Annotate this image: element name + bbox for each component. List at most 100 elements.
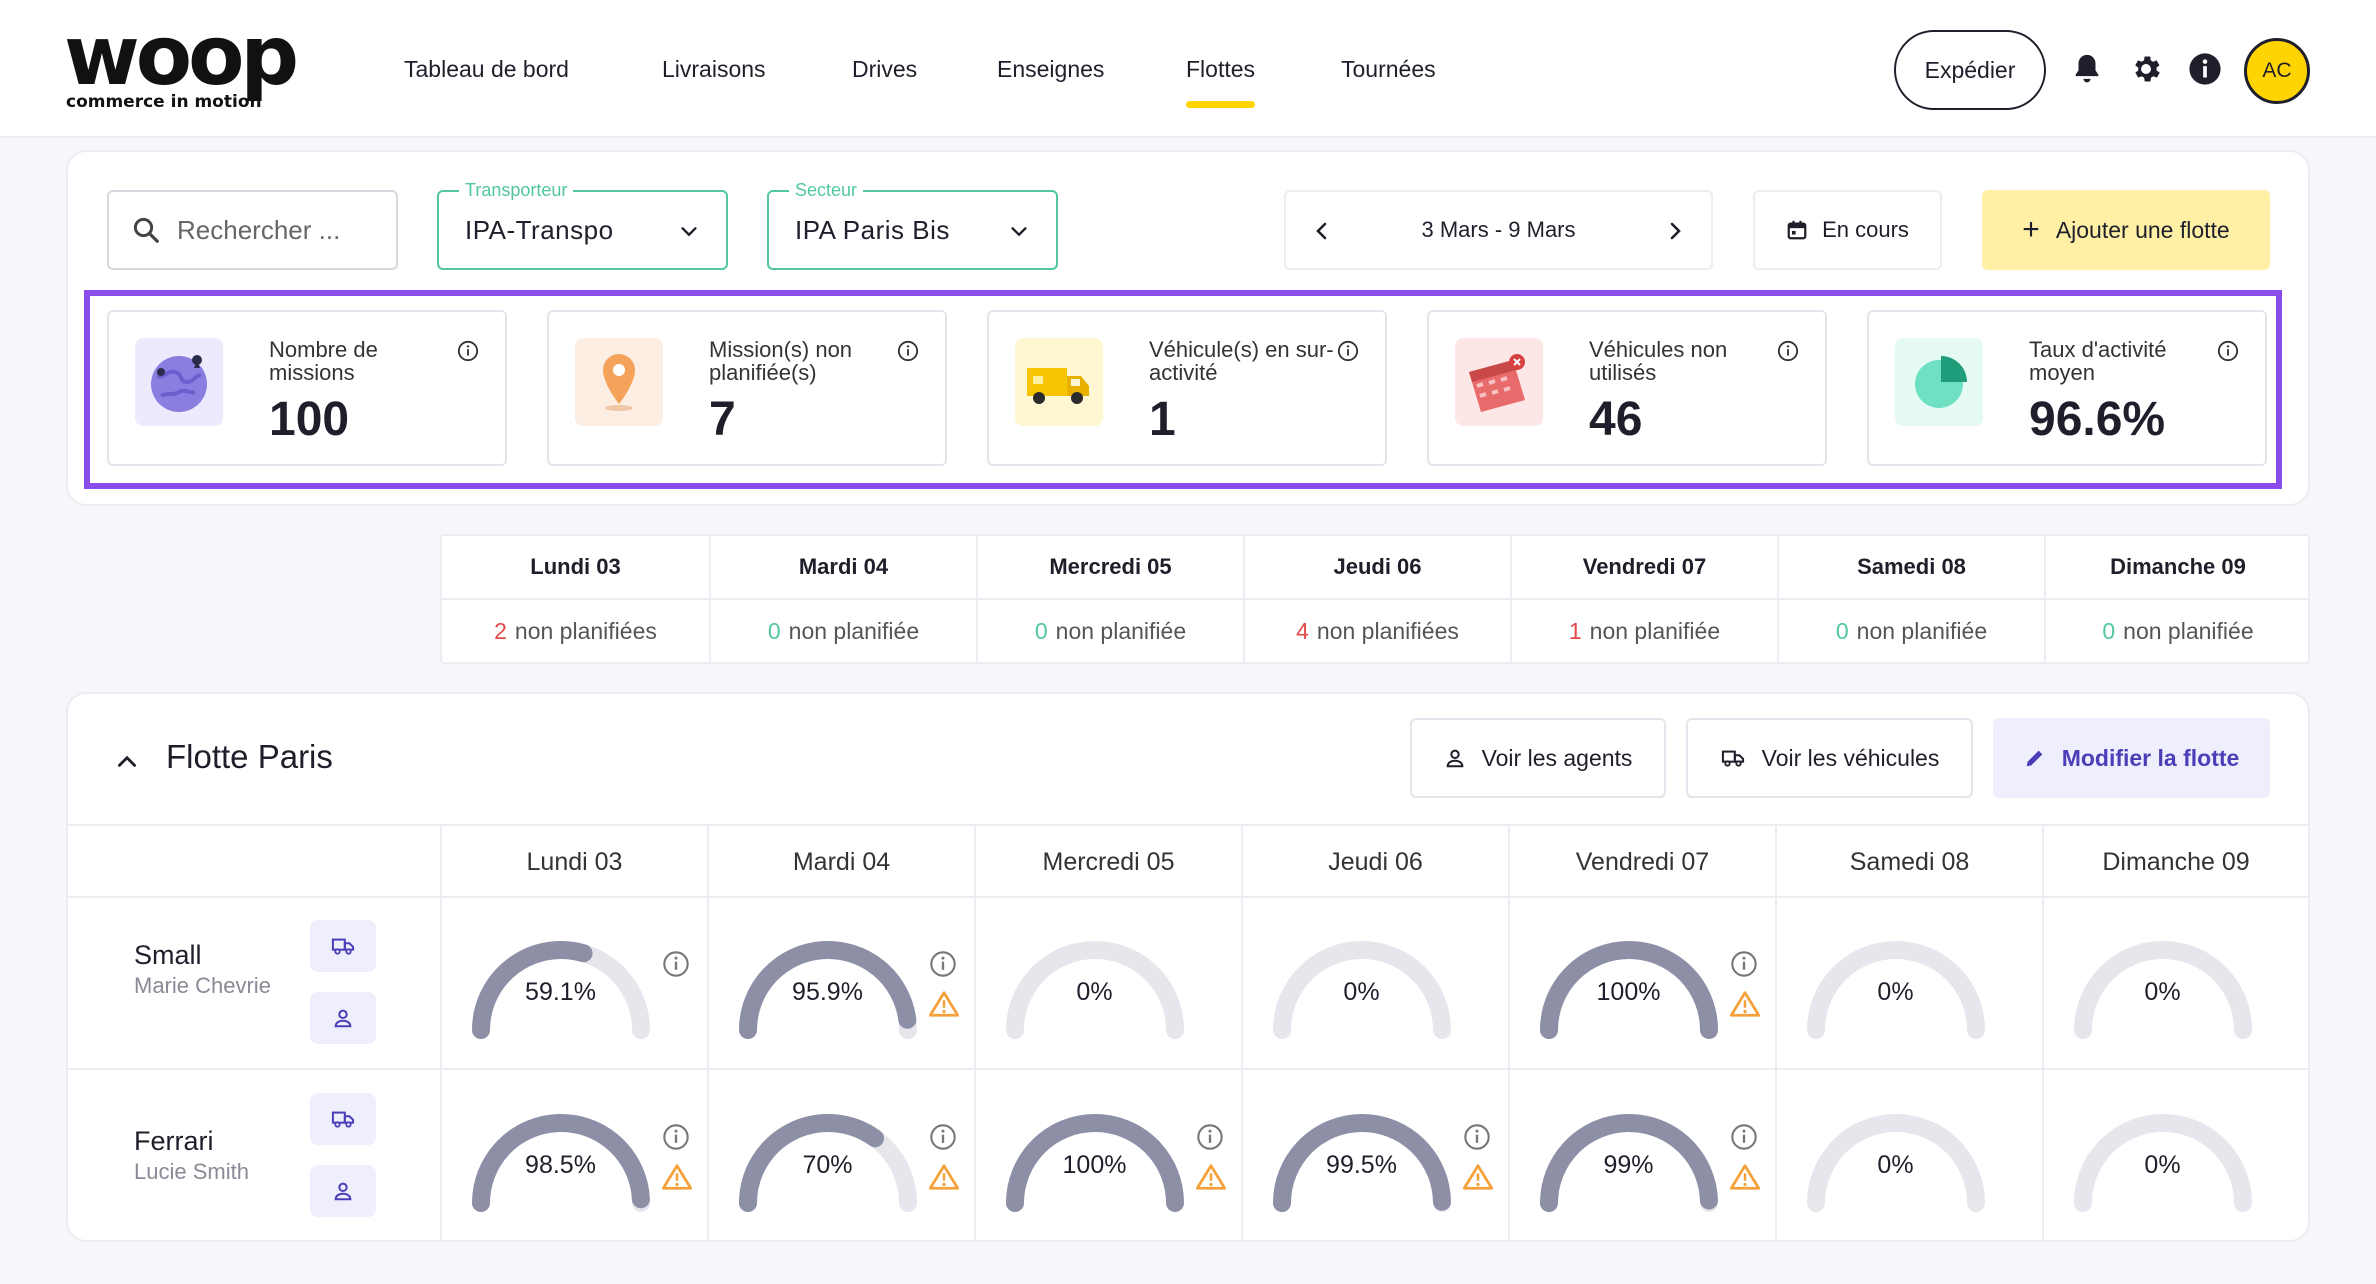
- gauge-fill: [471, 941, 593, 1039]
- expedier-button[interactable]: Expédier: [1894, 30, 2046, 110]
- truck-icon: [331, 1111, 355, 1128]
- kpi-card-activity-rate: Taux d'activité moyen 96.6%: [1867, 310, 2267, 466]
- chevron-right-icon[interactable]: [1663, 219, 1687, 243]
- bell-icon[interactable]: [2070, 52, 2104, 86]
- nav-tournees[interactable]: Tournées: [1341, 55, 1436, 82]
- planning-day-column[interactable]: Mardi 04 0 non planifiée: [709, 536, 976, 662]
- unplanned-count: 0: [2102, 617, 2116, 644]
- info-outline-icon[interactable]: [1196, 1123, 1224, 1151]
- planning-day-column[interactable]: Samedi 08 0 non planifiée: [1777, 536, 2044, 662]
- info-outline-icon[interactable]: [929, 950, 957, 978]
- user-avatar[interactable]: AC: [2244, 38, 2310, 104]
- chevron-up-icon[interactable]: [114, 748, 140, 774]
- activity-gauge[interactable]: 99%: [1539, 1103, 1719, 1213]
- gauge-fill: [471, 1114, 650, 1212]
- truck-icon: [1015, 338, 1103, 426]
- vehicle-details-button[interactable]: [310, 920, 376, 972]
- info-outline-icon[interactable]: [662, 1123, 690, 1151]
- fleet-day-header: Jeudi 06: [1328, 847, 1423, 876]
- warning-icon[interactable]: [1196, 1163, 1226, 1191]
- activity-gauge[interactable]: 95.9%: [738, 930, 918, 1040]
- agent-details-button[interactable]: [310, 1165, 376, 1217]
- view-agents-button[interactable]: Voir les agents: [1410, 718, 1666, 798]
- chevron-left-icon[interactable]: [1310, 219, 1334, 243]
- planning-day-label: Samedi 08: [1779, 536, 2044, 600]
- activity-gauge[interactable]: 100%: [1005, 1103, 1185, 1213]
- activity-gauge[interactable]: 98.5%: [471, 1103, 651, 1213]
- info-outline-icon[interactable]: [457, 340, 479, 362]
- gauge-arc: [1005, 941, 1184, 1039]
- planning-day-column[interactable]: Lundi 03 2 non planifiées: [442, 536, 709, 662]
- gear-icon[interactable]: [2129, 52, 2163, 86]
- carrier-select[interactable]: Transporteur IPA-Transpo: [437, 180, 728, 270]
- activity-gauge[interactable]: 0%: [1806, 1103, 1986, 1213]
- nav-enseignes[interactable]: Enseignes: [997, 55, 1105, 82]
- warning-icon[interactable]: [662, 1163, 692, 1191]
- activity-gauge[interactable]: 59.1%: [471, 930, 651, 1040]
- info-outline-icon[interactable]: [1730, 1123, 1758, 1151]
- search-input[interactable]: Rechercher ...: [107, 190, 398, 270]
- gauge-track: [2073, 941, 2252, 1039]
- calendar-icon: [1455, 338, 1543, 426]
- activity-gauge[interactable]: 0%: [1806, 930, 1986, 1040]
- nav-tableau-de-bord[interactable]: Tableau de bord: [404, 55, 569, 82]
- unplanned-count: 0: [1034, 617, 1048, 644]
- warning-icon[interactable]: [929, 1163, 959, 1191]
- kpi-label: Taux d'activité moyen: [2029, 337, 2167, 385]
- status-filter-label: En cours: [1822, 217, 1909, 242]
- nav-livraisons[interactable]: Livraisons: [662, 55, 766, 82]
- activity-gauge[interactable]: 0%: [2073, 1103, 2253, 1213]
- planning-day-column[interactable]: Mercredi 05 0 non planifiée: [976, 536, 1243, 662]
- info-outline-icon[interactable]: [1777, 340, 1799, 362]
- gauge-value: 0%: [2144, 1151, 2181, 1179]
- activity-gauge[interactable]: 0%: [1272, 930, 1452, 1040]
- warning-icon[interactable]: [1463, 1163, 1493, 1191]
- gauge-track: [1272, 941, 1451, 1039]
- info-outline-icon[interactable]: [2217, 340, 2239, 362]
- warning-icon[interactable]: [929, 990, 959, 1018]
- planning-day-column[interactable]: Jeudi 06 4 non planifiées: [1243, 536, 1510, 662]
- sector-select[interactable]: Secteur IPA Paris Bis: [767, 180, 1058, 270]
- planning-day-column[interactable]: Dimanche 09 0 non planifiée: [2044, 536, 2310, 662]
- view-agents-label: Voir les agents: [1481, 744, 1633, 771]
- unplanned-text: non planifiée: [2123, 617, 2254, 644]
- planning-day-column[interactable]: Vendredi 07 1 non planifiée: [1510, 536, 1777, 662]
- add-fleet-button[interactable]: + Ajouter une flotte: [1982, 190, 2270, 270]
- view-vehicles-button[interactable]: Voir les véhicules: [1686, 718, 1973, 798]
- info-outline-icon[interactable]: [662, 950, 690, 978]
- week-range: 3 Mars - 9 Mars: [1421, 217, 1576, 242]
- edit-fleet-button[interactable]: Modifier la flotte: [1993, 718, 2270, 798]
- info-outline-icon[interactable]: [897, 340, 919, 362]
- info-outline-icon[interactable]: [1463, 1123, 1491, 1151]
- fleet-grid-divider: [440, 826, 442, 1240]
- fleet-grid-divider: [707, 826, 709, 1240]
- user-icon: [1446, 749, 1463, 768]
- info-outline-icon[interactable]: [1337, 340, 1359, 362]
- planning-day-label: Mardi 04: [711, 536, 976, 600]
- gauge-arc: [1272, 941, 1451, 1039]
- kpi-card-overactive: Véhicule(s) en sur-activité 1: [987, 310, 1387, 466]
- info-icon[interactable]: [2188, 52, 2222, 86]
- nav-flottes[interactable]: Flottes: [1186, 0, 1256, 138]
- fleet-grid-divider: [1508, 826, 1510, 1240]
- info-outline-icon[interactable]: [929, 1123, 957, 1151]
- gauge-arc: [738, 940, 917, 1039]
- activity-gauge[interactable]: 0%: [1005, 930, 1185, 1040]
- nav-drives[interactable]: Drives: [852, 55, 918, 82]
- vehicle-details-button[interactable]: [310, 1093, 376, 1145]
- kpi-card-missions: Nombre de missions 100: [107, 310, 507, 466]
- activity-gauge[interactable]: 70%: [738, 1103, 918, 1213]
- status-filter-button[interactable]: En cours: [1753, 190, 1942, 270]
- activity-gauge[interactable]: 0%: [2073, 930, 2253, 1040]
- activity-gauge[interactable]: 99.5%: [1272, 1103, 1452, 1213]
- agent-details-button[interactable]: [310, 992, 376, 1044]
- logo-tagline: commerce in motion: [66, 92, 262, 112]
- activity-gauge[interactable]: 100%: [1539, 930, 1719, 1040]
- warning-icon[interactable]: [1730, 1163, 1760, 1191]
- woop-logo[interactable]: woop commerce in motion: [64, 16, 314, 114]
- gauge-track: [2073, 1114, 2252, 1212]
- info-outline-icon[interactable]: [1730, 950, 1758, 978]
- gauge-arc: [2073, 1114, 2252, 1212]
- fleet-grid-divider: [2042, 826, 2044, 1240]
- warning-icon[interactable]: [1730, 990, 1760, 1018]
